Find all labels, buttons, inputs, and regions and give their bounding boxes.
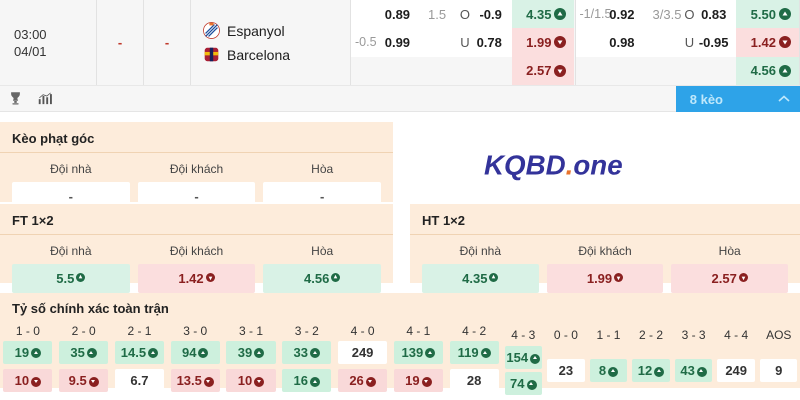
svg-text:KQBD.one: KQBD.one xyxy=(484,150,623,181)
